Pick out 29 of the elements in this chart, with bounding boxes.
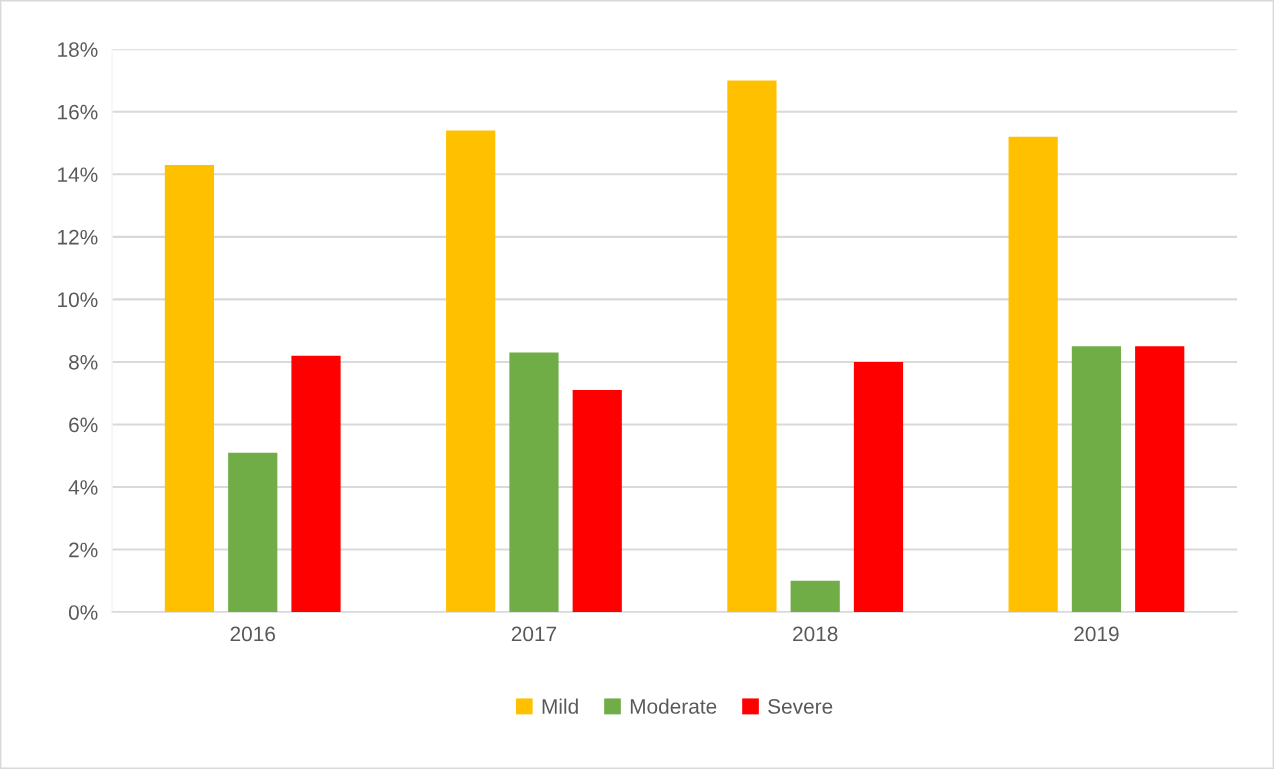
bar xyxy=(509,352,559,613)
legend-label: Mild xyxy=(542,698,578,714)
y-tick-label: 2% xyxy=(69,542,98,558)
y-tick-label: 6% xyxy=(69,417,98,433)
x-tick-label: 2017 xyxy=(511,626,557,642)
legend-label: Moderate xyxy=(630,698,717,714)
bar xyxy=(446,130,496,613)
y-tick-label: 14% xyxy=(58,167,98,182)
y-tick-label: 4% xyxy=(68,480,98,495)
bar xyxy=(1008,136,1058,613)
bar xyxy=(228,452,278,613)
bar xyxy=(790,580,840,613)
y-tick-label: 12% xyxy=(58,229,98,245)
bar xyxy=(853,361,904,613)
legend-label: Severe xyxy=(768,699,833,714)
y-tick-label: 16% xyxy=(58,104,98,120)
y-tick-label: 10% xyxy=(58,292,98,308)
bar xyxy=(572,390,622,613)
x-tick-label: 2019 xyxy=(1074,626,1119,642)
bar xyxy=(1135,346,1185,613)
bar xyxy=(727,80,777,613)
bar xyxy=(291,355,341,613)
x-tick-label: 2018 xyxy=(793,626,838,642)
bar xyxy=(164,164,215,613)
x-tick-label: 2016 xyxy=(230,626,275,642)
y-tick-label: 0% xyxy=(68,605,98,620)
bar xyxy=(1071,346,1122,613)
y-tick-label: 8% xyxy=(69,354,98,370)
y-tick-label: 18% xyxy=(58,42,98,57)
